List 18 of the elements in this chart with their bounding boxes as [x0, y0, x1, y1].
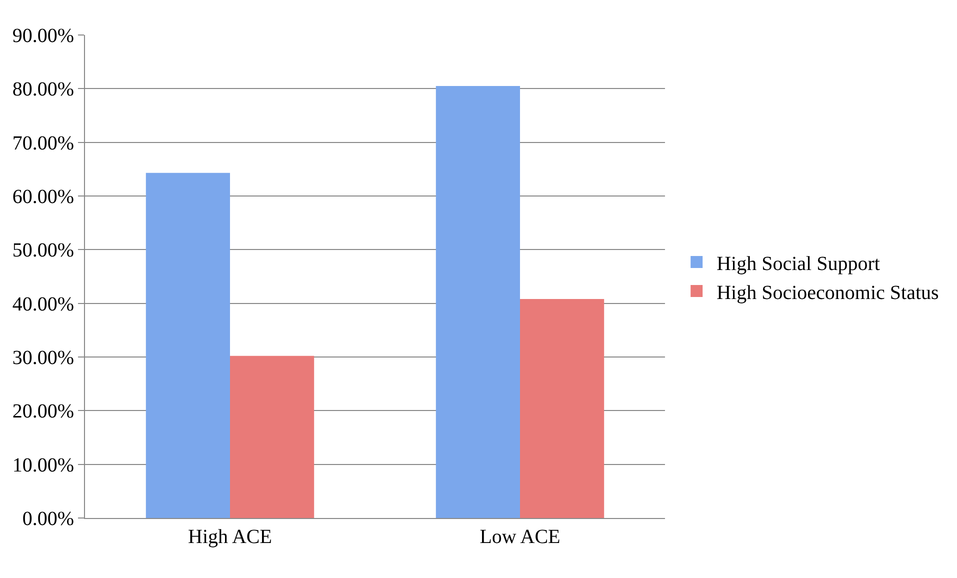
legend-label: High Social Support	[716, 252, 880, 275]
bar	[146, 172, 230, 518]
x-tick-label: Low ACE	[480, 526, 560, 548]
y-tick-label: 90.00%	[12, 25, 74, 47]
y-tick-label: 20.00%	[12, 400, 74, 423]
y-tick-label: 80.00%	[12, 78, 74, 101]
y-tick-label: 50.00%	[12, 240, 74, 262]
legend-label: High Socioeconomic Status	[716, 282, 940, 304]
y-tick-label: 0.00%	[22, 508, 74, 530]
y-tick-label: 60.00%	[12, 186, 74, 208]
bar	[436, 86, 520, 518]
y-tick-label: 30.00%	[12, 347, 74, 369]
y-tick-label: 10.00%	[12, 454, 74, 476]
y-tick-label: 70.00%	[12, 132, 74, 154]
x-tick-label: High ACE	[188, 526, 272, 548]
y-tick-label: 40.00%	[12, 293, 74, 316]
bar	[520, 299, 604, 518]
bar	[230, 356, 314, 518]
